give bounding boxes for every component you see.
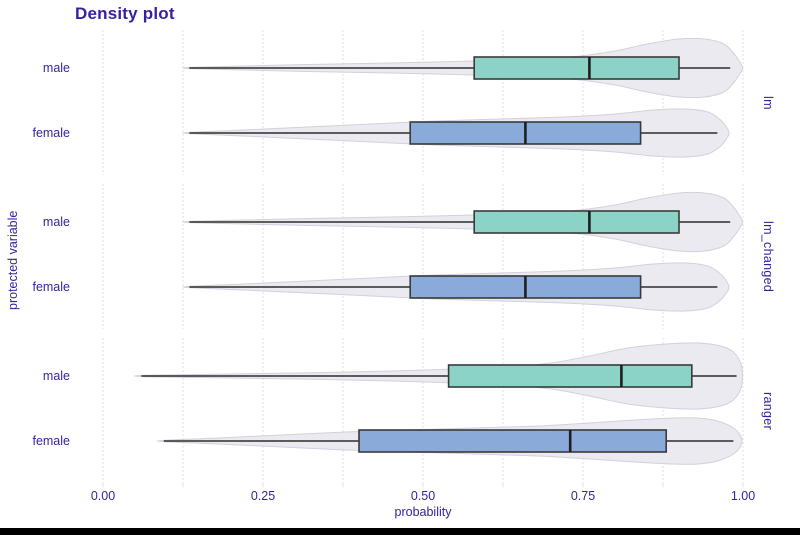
y-category-label-ranger-male: male — [42, 369, 70, 383]
y-category-label-lm_changed-female: female — [32, 280, 70, 294]
box-male — [473, 210, 680, 234]
facet-plot-area-lm — [102, 30, 744, 175]
x-tick-label-1.00: 1.00 — [730, 489, 756, 503]
facet-plot-area-lm_changed — [102, 184, 744, 329]
y-axis-title: protected variable — [6, 210, 20, 310]
facet-panel-lm — [95, 30, 755, 175]
box-female — [358, 429, 668, 453]
facet-strip-label-ranger: ranger — [761, 391, 775, 430]
window-bottom-bar — [0, 528, 800, 535]
facet-strip-label-lm_changed: lm_changed — [761, 220, 775, 293]
box-male — [473, 56, 680, 80]
y-category-label-ranger-female: female — [32, 434, 70, 448]
x-tick-label-0.25: 0.25 — [250, 489, 276, 503]
facet-panel-ranger — [95, 338, 755, 487]
y-category-label-lm_changed-male: male — [42, 215, 70, 229]
box-male — [447, 364, 693, 388]
y-category-label-lm-female: female — [32, 126, 70, 140]
facet-strip-label-lm: lm — [761, 95, 775, 110]
facet-plot-area-ranger — [102, 338, 744, 487]
chart-title: Density plot — [75, 4, 175, 23]
x-axis-title: probability — [394, 505, 452, 519]
x-tick-label-0.75: 0.75 — [570, 489, 596, 503]
x-tick-label-0.00: 0.00 — [90, 489, 116, 503]
y-category-label-lm-male: male — [42, 61, 70, 75]
facet-panel-lm_changed — [95, 184, 755, 329]
x-tick-label-0.50: 0.50 — [410, 489, 436, 503]
